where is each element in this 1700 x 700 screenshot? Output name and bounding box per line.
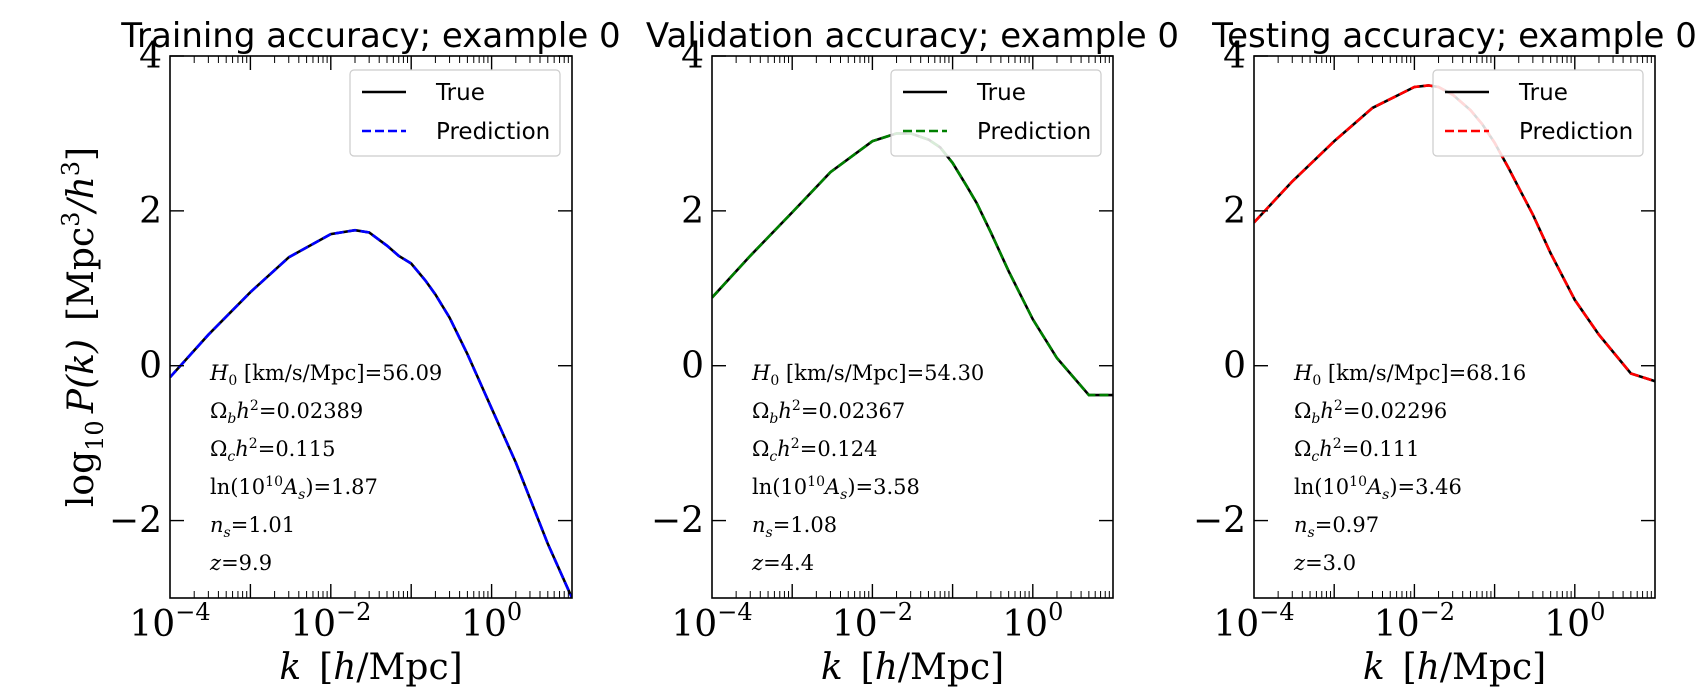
param-omch2: Ωch2=0.115	[210, 436, 335, 465]
series-line-prediction	[170, 228, 572, 598]
param-omch2: Ωch2=0.124	[752, 436, 877, 465]
panel-title: Testing accuracy; example 0	[1211, 16, 1697, 56]
param-ombh2: Ωbh2=0.02367	[752, 398, 905, 427]
legend-label-true: True	[435, 80, 485, 106]
legend-label-prediction: Prediction	[977, 119, 1091, 145]
plot-frame	[169, 55, 573, 599]
legend-label-prediction: Prediction	[436, 119, 550, 145]
plot-frame	[711, 55, 1114, 599]
plot-frame	[1253, 55, 1656, 599]
series-line-true	[712, 132, 1113, 397]
legend-label-prediction: Prediction	[1519, 119, 1633, 145]
x-axis-label: k [h/Mpc]	[279, 647, 462, 688]
param-ns: ns=0.97	[1294, 513, 1379, 541]
y-tick-label: −2	[1193, 501, 1246, 542]
param-ombh2: Ωbh2=0.02389	[210, 398, 363, 427]
x-tick-label: 10−2	[1374, 598, 1455, 645]
param-omch2: Ωch2=0.111	[1294, 436, 1419, 465]
x-tick-label: 100	[461, 598, 522, 645]
y-tick-label: 2	[681, 191, 704, 232]
legend: True Prediction	[349, 69, 561, 157]
y-tick-label: 0	[681, 346, 704, 387]
param-ns: ns=1.01	[210, 513, 295, 541]
x-tick-label: 10−4	[671, 598, 752, 645]
y-tick-label: 4	[139, 36, 162, 77]
param-lnas: ln(1010As)=3.58	[752, 474, 920, 503]
param-z: z=4.4	[751, 551, 814, 575]
legend-label-true: True	[976, 80, 1026, 106]
y-tick-label: 2	[139, 191, 162, 232]
y-tick-label: 4	[681, 36, 704, 77]
param-ns: ns=1.08	[752, 513, 837, 541]
x-axis-label: k [h/Mpc]	[821, 647, 1004, 688]
legend: True Prediction	[1432, 69, 1644, 157]
param-z: z=9.9	[209, 551, 272, 575]
param-z: z=3.0	[1293, 551, 1356, 575]
cosmo-params: H0 [km/s/Mpc]=68.16 Ωbh2=0.02296 Ωch2=0.11…	[1293, 361, 1526, 575]
legend-label-true: True	[1518, 80, 1568, 106]
x-tick-label: 100	[1544, 598, 1605, 645]
x-tick-label: 10−2	[832, 598, 913, 645]
y-axis-label: log10 P(k) [Mpc3/h3]	[57, 147, 109, 507]
x-axis-label: k [h/Mpc]	[1363, 647, 1546, 688]
y-tick-label: 0	[1223, 346, 1246, 387]
y-tick-label: 2	[1223, 191, 1246, 232]
cosmo-params: H0 [km/s/Mpc]=54.30 Ωbh2=0.02367 Ωch2=0.12…	[751, 361, 984, 575]
param-lnas: ln(1010As)=1.87	[210, 474, 378, 503]
y-tick-label: −2	[651, 501, 704, 542]
x-tick-label: 10−4	[129, 598, 210, 645]
cosmo-params: H0 [km/s/Mpc]=56.09 Ωbh2=0.02389 Ωch2=0.11…	[209, 361, 442, 575]
param-ombh2: Ωbh2=0.02296	[1294, 398, 1447, 427]
x-tick-label: 10−4	[1213, 598, 1294, 645]
y-tick-label: 4	[1223, 36, 1246, 77]
y-tick-label: 0	[139, 346, 162, 387]
x-tick-label: 100	[1002, 598, 1063, 645]
param-h0: H0 [km/s/Mpc]=68.16	[1293, 361, 1526, 389]
series-line-prediction	[712, 132, 1113, 397]
x-tick-label: 10−2	[290, 598, 371, 645]
panel-title: Training accuracy; example 0	[120, 16, 620, 56]
panel-title: Validation accuracy; example 0	[646, 16, 1179, 56]
param-lnas: ln(1010As)=3.46	[1294, 474, 1462, 503]
legend: True Prediction	[890, 69, 1102, 157]
y-tick-label: −2	[109, 501, 162, 542]
param-h0: H0 [km/s/Mpc]=56.09	[209, 361, 442, 389]
param-h0: H0 [km/s/Mpc]=54.30	[751, 361, 984, 389]
